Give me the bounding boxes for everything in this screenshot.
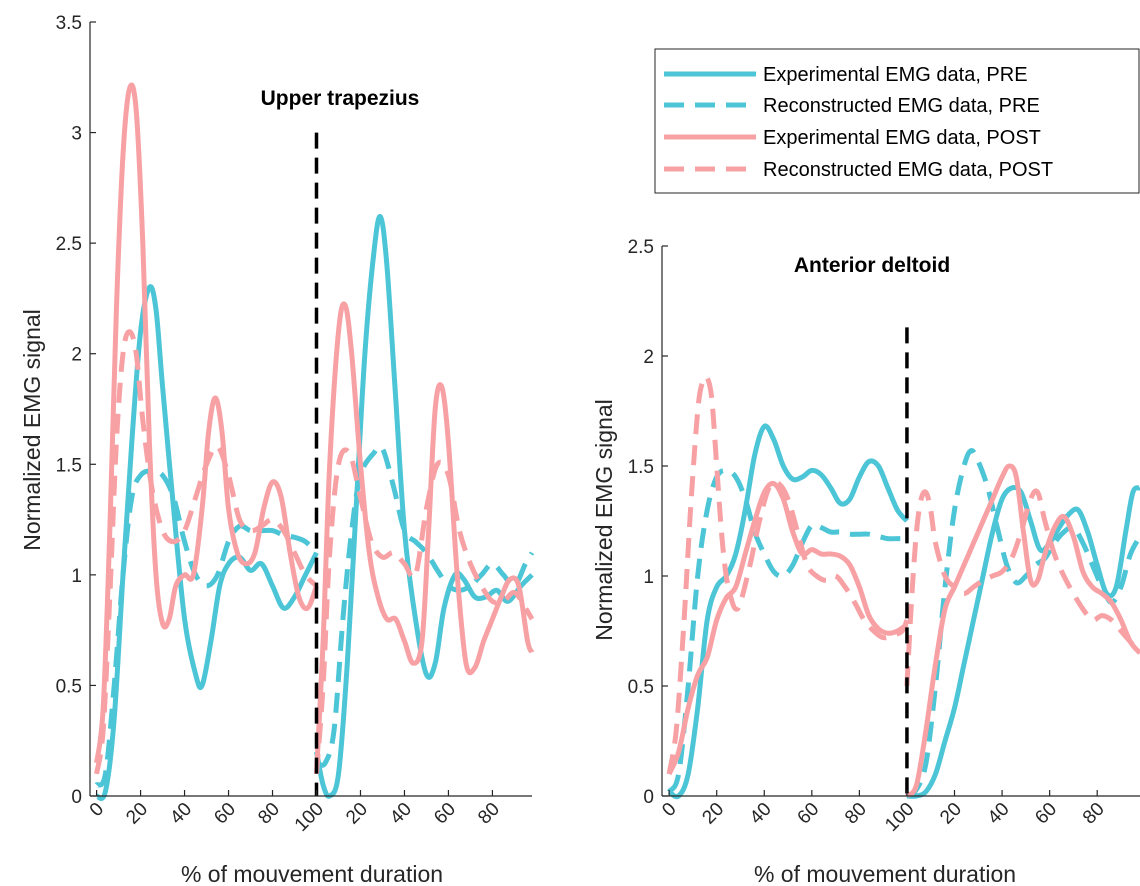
series-rec-pre-segment-1: [94, 468, 319, 788]
y-tick-label: 1: [643, 567, 654, 588]
x-tick-label: 100: [291, 799, 328, 836]
plot-area: [94, 82, 535, 801]
series-rec-post-segment-1: [94, 329, 319, 775]
y-tick-label: 0.5: [56, 676, 82, 697]
x-tick-label: 80: [254, 799, 284, 829]
series-exp-post-segment-1: [666, 480, 909, 776]
x-tick-label: 80: [474, 799, 504, 829]
series-rec-pre-segment-2: [315, 444, 535, 768]
series-rec-post-segment-2: [314, 447, 535, 775]
y-tick-label: 2.5: [628, 237, 654, 258]
x-tick-label: 40: [386, 799, 416, 829]
legend: Experimental EMG data, PRE Reconstructed…: [654, 48, 1140, 194]
series-exp-pre-segment-1: [95, 284, 319, 801]
series-exp-post-segment-1: [94, 82, 319, 764]
y-tick-label: 1.5: [56, 455, 82, 476]
x-tick-label: 60: [794, 799, 824, 829]
series-rec-post-segment-1: [666, 374, 910, 775]
x-tick-label: 20: [936, 799, 966, 829]
legend-label-rec-pre: Reconstructed EMG data, PRE: [763, 95, 1040, 117]
x-tick-label: 20: [342, 799, 372, 829]
upper-trapezius-panel: Upper trapezius Normalized EMG signal % …: [19, 13, 535, 886]
anterior-deltoid-panel: Anterior deltoid Normalized EMG signal %…: [591, 237, 1140, 886]
x-tick-label: 40: [746, 799, 776, 829]
x-tick-label: 60: [1031, 799, 1061, 829]
series-exp-pre-segment-2: [314, 214, 534, 799]
y-tick-label: 0: [71, 787, 82, 808]
y-tick-label: 0: [643, 787, 654, 808]
series-exp-post-segment-2: [314, 301, 535, 775]
series-exp-pre-segment-1: [667, 423, 909, 800]
x-tick-label: 20: [122, 799, 152, 829]
legend-label-rec-post: Reconstructed EMG data, POST: [763, 159, 1053, 181]
x-tick-label: 80: [841, 799, 871, 829]
legend-label-exp-post: Experimental EMG data, POST: [763, 127, 1041, 149]
x-tick-label: 0: [658, 799, 680, 821]
legend-label-exp-pre: Experimental EMG data, PRE: [763, 64, 1028, 86]
y-tick-label: 3: [71, 124, 82, 145]
y-tick-label: 2: [71, 345, 82, 366]
y-tick-label: 1: [71, 566, 82, 587]
y-axis-label-left: Normalized EMG signal: [19, 309, 45, 551]
y-tick-label: 2: [643, 347, 654, 368]
x-tick-label: 40: [984, 799, 1014, 829]
x-axis-label-left: % of mouvement duration: [181, 861, 443, 886]
x-tick-label: 80: [1079, 799, 1109, 829]
x-tick-label: 100: [881, 799, 918, 836]
plot-area: [666, 327, 1140, 800]
series-rec-pre-segment-1: [666, 467, 907, 794]
y-tick-label: 1.5: [628, 457, 654, 478]
x-tick-label: 60: [210, 799, 240, 829]
y-tick-label: 3.5: [56, 13, 82, 34]
x-tick-label: 0: [86, 799, 108, 821]
y-axis-label-right: Normalized EMG signal: [591, 399, 617, 641]
x-tick-label: 40: [166, 799, 196, 829]
x-tick-label: 60: [430, 799, 460, 829]
series-rec-pre-segment-2: [905, 448, 1140, 799]
y-tick-label: 2.5: [56, 234, 82, 255]
panel-title-anterior-deltoid: Anterior deltoid: [794, 254, 950, 277]
series-exp-post-segment-2: [905, 463, 1140, 799]
panel-title-upper-trapezius: Upper trapezius: [261, 87, 420, 110]
x-axis-label-right: % of mouvement duration: [754, 861, 1016, 886]
x-tick-label: 20: [698, 799, 728, 829]
y-tick-label: 0.5: [628, 677, 654, 698]
series-rec-post-segment-2: [904, 488, 1140, 687]
